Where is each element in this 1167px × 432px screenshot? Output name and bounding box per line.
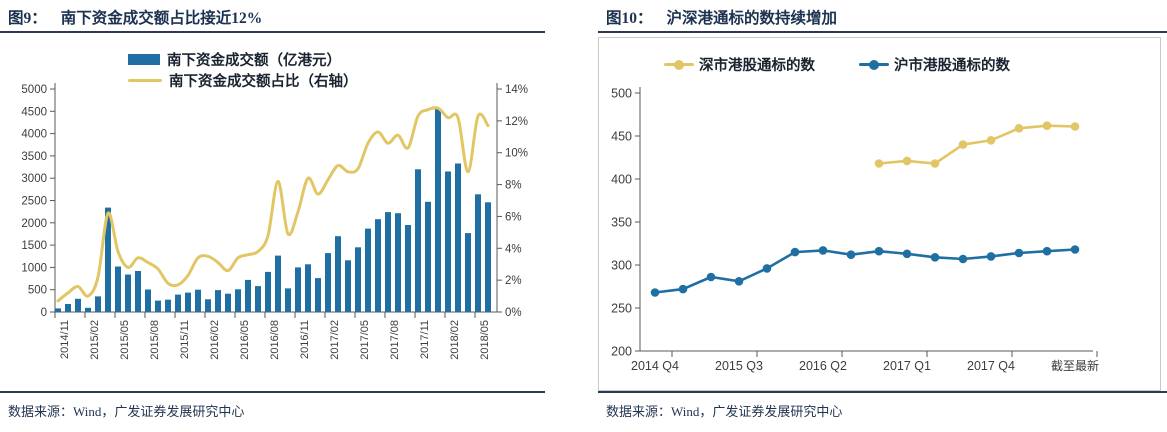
- svg-text:12%: 12%: [505, 116, 528, 128]
- svg-text:0%: 0%: [505, 307, 522, 319]
- fig9-chart-svg: 0 500 1000 1500 2000 2500 3000 3500 4000 4500 5000…: [21, 83, 528, 360]
- svg-text:2017/05: 2017/05: [359, 320, 371, 360]
- svg-text:400: 400: [611, 173, 632, 187]
- figure-9-title: 图9： 南下资金成交额占比接近12%: [0, 0, 545, 33]
- figure-10-title: 图10： 沪深港通标的数持续增加: [598, 0, 1167, 33]
- svg-text:2018/05: 2018/05: [479, 320, 491, 360]
- figure-9-title-text: 南下资金成交额占比接近12%: [60, 10, 263, 27]
- svg-text:5000: 5000: [21, 84, 47, 96]
- figure-10-source: 数据来源：Wind，广发证券发展研究中心: [606, 404, 843, 419]
- bar-legend-swatch: [128, 54, 160, 65]
- svg-text:3000: 3000: [21, 173, 47, 185]
- figure-10-chart-area: 200 250 300 350 400 450 500 2014 Q4 2015 Q3 2016 …: [598, 33, 1167, 393]
- svg-text:10%: 10%: [505, 148, 528, 160]
- fig10-legend-item-sh: 沪市港股通标的数: [859, 54, 1010, 75]
- svg-text:2016/02: 2016/02: [209, 320, 221, 360]
- svg-text:2015/11: 2015/11: [179, 320, 191, 359]
- svg-text:200: 200: [611, 345, 632, 359]
- fig10-line-series-1: [650, 245, 1080, 297]
- fig9-legend-bar-label: 南下资金成交额（亿港元）: [167, 53, 341, 69]
- svg-text:250: 250: [611, 302, 632, 316]
- fig9-legend-line-label: 南下资金成交额占比（右轴）: [169, 74, 358, 90]
- fig10-legend: 深市港股通标的数 沪市港股通标的数: [664, 54, 1010, 75]
- fig10-legend-sh-label: 沪市港股通标的数: [894, 58, 1010, 74]
- svg-text:2000: 2000: [21, 218, 47, 230]
- fig10-legend-item-sz: 深市港股通标的数: [664, 54, 815, 75]
- svg-text:2016/08: 2016/08: [269, 320, 281, 360]
- fig10-chart-svg: 200 250 300 350 400 450 500 2014 Q4 2015 Q3 2016 …: [598, 37, 1161, 391]
- svg-text:2016/05: 2016/05: [239, 320, 251, 360]
- svg-text:2500: 2500: [21, 196, 47, 208]
- svg-text:14%: 14%: [505, 84, 528, 96]
- fig9-right-axis-labels: 0% 2% 4% 6% 8% 10% 12% 14%: [505, 84, 528, 319]
- fig9-legend-item-line: 南下资金成交额占比（右轴）: [128, 70, 358, 91]
- svg-text:500: 500: [611, 87, 632, 101]
- sz-line-marker-swatch: [664, 59, 694, 70]
- svg-text:0: 0: [41, 307, 47, 319]
- svg-text:4500: 4500: [21, 106, 47, 118]
- svg-text:2017/11: 2017/11: [419, 320, 431, 359]
- svg-text:4000: 4000: [21, 129, 47, 141]
- svg-text:2017 Q1: 2017 Q1: [883, 359, 931, 373]
- fig10-plot-frame: [598, 37, 1161, 391]
- fig9-ratio-line: [56, 106, 490, 303]
- fig9-legend-item-bar: 南下资金成交额（亿港元）: [128, 49, 358, 70]
- svg-text:2016/11: 2016/11: [299, 320, 311, 359]
- figure-9-chart-area: 0 500 1000 1500 2000 2500 3000 3500 4000 4500 5000…: [0, 33, 545, 393]
- svg-text:截至最新: 截至最新: [1051, 358, 1099, 373]
- svg-text:2015 Q3: 2015 Q3: [715, 359, 763, 373]
- svg-text:2015/02: 2015/02: [89, 320, 101, 360]
- svg-text:2017 Q4: 2017 Q4: [967, 359, 1015, 373]
- figure-9-number: 图9：: [8, 10, 47, 27]
- svg-text:6%: 6%: [505, 211, 522, 223]
- figure-10: 图10： 沪深港通标的数持续增加 200 250 300 350 400 450 500 201…: [598, 0, 1167, 420]
- figure-9-source: 数据来源：Wind，广发证券发展研究中心: [8, 404, 245, 419]
- svg-text:2%: 2%: [505, 275, 522, 287]
- svg-text:2016 Q2: 2016 Q2: [799, 359, 847, 373]
- svg-text:4%: 4%: [505, 243, 522, 255]
- svg-text:2015/05: 2015/05: [119, 320, 131, 360]
- svg-text:2015/08: 2015/08: [149, 320, 161, 360]
- line-legend-swatch: [128, 78, 162, 83]
- svg-text:8%: 8%: [505, 180, 522, 192]
- svg-text:450: 450: [611, 130, 632, 144]
- svg-text:500: 500: [28, 285, 47, 297]
- fig10-y-axis-labels: 200 250 300 350 400 450 500: [611, 87, 632, 359]
- svg-text:300: 300: [611, 259, 632, 273]
- svg-text:350: 350: [611, 216, 632, 230]
- fig10-axes: [635, 87, 1098, 357]
- figure-10-title-text: 沪深港通标的数持续增加: [666, 10, 838, 27]
- fig10-line-series-0: [874, 121, 1080, 168]
- svg-text:2014 Q4: 2014 Q4: [631, 359, 679, 373]
- fig10-x-axis-labels: 2014 Q4 2015 Q3 2016 Q2 2017 Q1 2017 Q4 截至最新: [631, 358, 1099, 373]
- sh-line-marker-swatch: [859, 59, 889, 70]
- svg-text:2017/02: 2017/02: [329, 320, 341, 360]
- figure-9: 图9： 南下资金成交额占比接近12% 0 500 1000 1500 2000 2500 30…: [0, 0, 545, 420]
- fig9-legend: 南下资金成交额（亿港元） 南下资金成交额占比（右轴）: [128, 49, 358, 91]
- fig9-left-axis-labels: 0 500 1000 1500 2000 2500 3000 3500 4000 4500 5000: [21, 84, 47, 319]
- figure-10-number: 图10：: [606, 10, 653, 27]
- svg-text:1500: 1500: [21, 240, 47, 252]
- svg-text:2018/02: 2018/02: [449, 320, 461, 360]
- svg-text:1000: 1000: [21, 262, 47, 274]
- svg-text:2017/08: 2017/08: [389, 320, 401, 360]
- svg-text:3500: 3500: [21, 151, 47, 163]
- fig9-bar-series: [55, 108, 491, 312]
- fig9-x-axis-labels: 2014/11 2015/02 2015/05 2015/08 2015/11 2016/…: [59, 320, 491, 360]
- svg-text:2014/11: 2014/11: [59, 320, 71, 359]
- fig10-legend-sz-label: 深市港股通标的数: [699, 58, 815, 74]
